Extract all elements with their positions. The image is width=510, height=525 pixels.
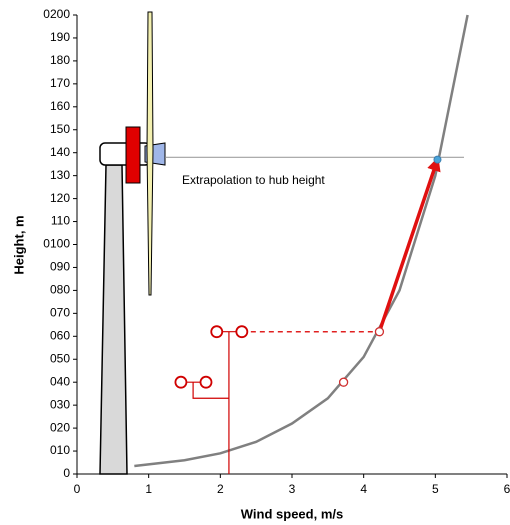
y-tick-label: 150 xyxy=(50,122,70,136)
series-line xyxy=(134,14,469,468)
y-tick-label: 110 xyxy=(51,214,70,228)
y-tick-label: 090 xyxy=(50,260,70,274)
y-tick-label: 080 xyxy=(50,283,70,297)
y-tick-label: 0200 xyxy=(43,7,70,21)
marker xyxy=(374,327,385,337)
x-tick-label: 3 xyxy=(289,482,296,496)
marker xyxy=(235,325,249,339)
marker xyxy=(174,375,188,389)
x-tick-label: 4 xyxy=(360,482,367,496)
x-tick-label: 2 xyxy=(217,482,224,496)
y-tick-label: 170 xyxy=(50,76,70,90)
turbine xyxy=(99,11,166,475)
x-tick-label: 1 xyxy=(145,482,152,496)
y-tick-label: 050 xyxy=(50,351,70,365)
y-tick-label: 120 xyxy=(50,191,70,205)
marker xyxy=(433,155,442,164)
x-tick-label: 5 xyxy=(432,482,439,496)
y-tick-label: 0100 xyxy=(43,237,70,251)
y-axis-title: Height, m xyxy=(11,215,26,274)
y-tick-label: 160 xyxy=(50,99,70,113)
x-tick-label: 6 xyxy=(504,482,510,496)
series-line xyxy=(192,382,229,399)
y-tick-label: 040 xyxy=(50,374,70,388)
marker xyxy=(338,377,349,387)
y-tick-label: 010 xyxy=(50,443,70,457)
marker xyxy=(199,375,213,389)
y-tick-label: 180 xyxy=(50,53,70,67)
y-tick-label: 020 xyxy=(50,420,70,434)
x-tick-label: 0 xyxy=(74,482,81,496)
y-tick-label: 140 xyxy=(50,145,70,159)
annotation: Extrapolation to hub height xyxy=(182,173,325,187)
y-tick-label: 030 xyxy=(50,397,70,411)
y-tick-label: 070 xyxy=(50,306,70,320)
series-line xyxy=(377,156,441,333)
y-tick-label: 130 xyxy=(50,168,70,182)
marker xyxy=(210,325,224,339)
y-tick-label: 060 xyxy=(50,328,70,342)
x-axis-title: Wind speed, m/s xyxy=(241,506,343,521)
y-tick-label: 190 xyxy=(50,30,70,44)
y-tick-label: 0 xyxy=(63,466,70,480)
